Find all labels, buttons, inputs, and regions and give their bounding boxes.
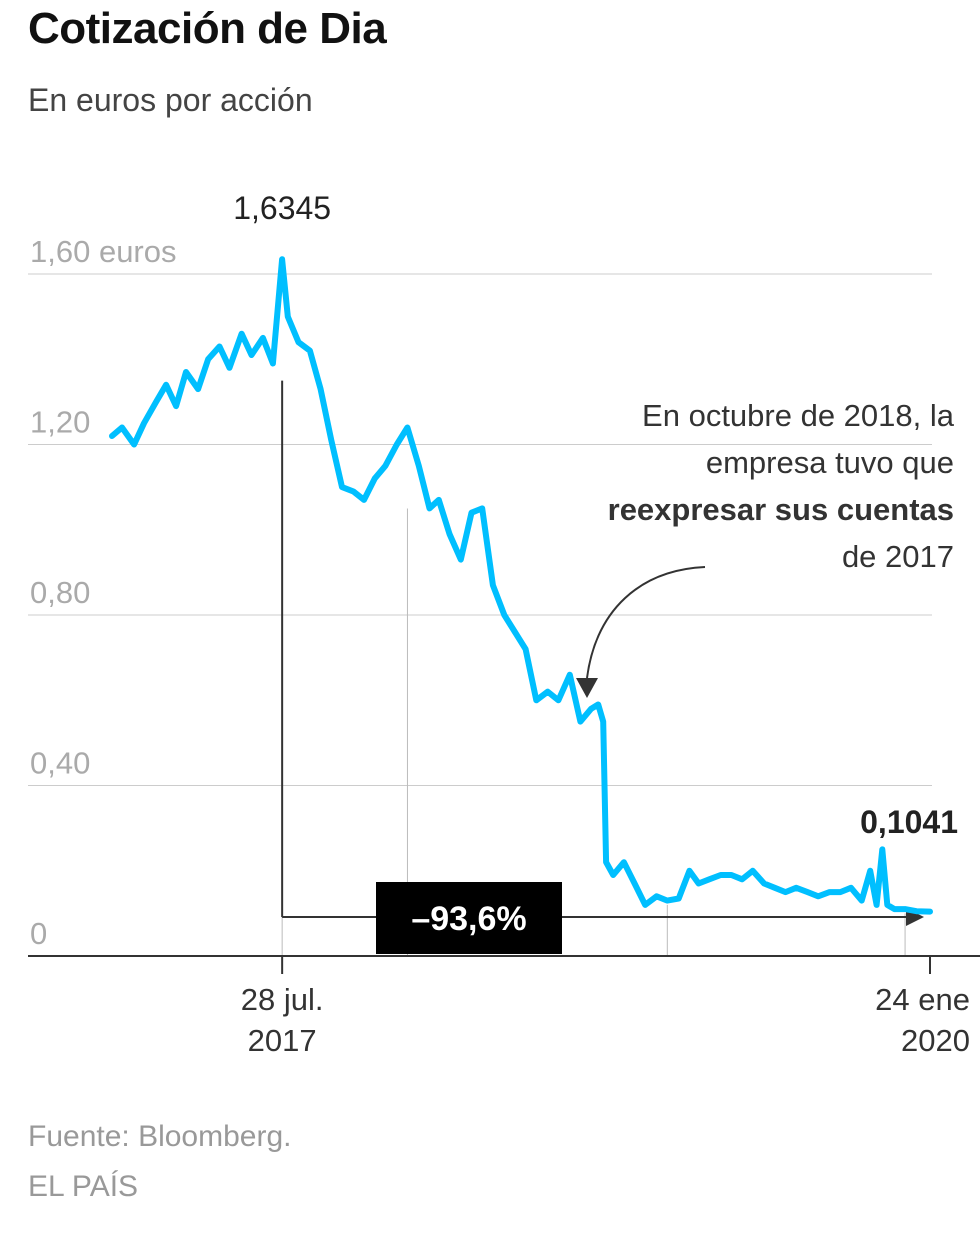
y-tick-label-0: 1,60 euros xyxy=(30,234,177,269)
source-note: Fuente: Bloomberg. xyxy=(28,1120,292,1153)
change-badge-label: –93,6% xyxy=(411,900,526,938)
annotation-tail: de 2017 xyxy=(841,539,954,574)
change-badge: –93,6% xyxy=(376,882,562,954)
chart-title: Cotización de Dia xyxy=(28,4,387,53)
y-tick-label-2: 0,80 xyxy=(30,575,90,610)
x-tick-label-1-line1: 24 ene xyxy=(875,982,970,1017)
change-badge-background xyxy=(376,882,562,954)
annotation-bold: reexpresar sus cuentas xyxy=(607,492,954,527)
x-tick-label-1-line2: 2020 xyxy=(901,1023,970,1058)
x-axis-labels: 28 jul. 2017 24 ene 2020 xyxy=(241,956,970,1058)
peak-value-label: 1,6345 xyxy=(233,190,331,226)
y-tick-label-1: 1,20 xyxy=(30,405,90,440)
price-line xyxy=(109,256,933,915)
x-tick-label-0-line2: 2017 xyxy=(248,1023,317,1058)
y-axis-labels: 1,60 euros 1,20 0,80 0,40 0 xyxy=(30,234,177,951)
callout-arrowhead xyxy=(576,678,598,698)
line-chart: 1,60 euros 1,20 0,80 0,40 0 28 jul. 2017 24 en… xyxy=(28,190,980,1058)
callout-arrow xyxy=(586,566,706,679)
chart-subtitle: En euros por acción xyxy=(28,82,313,118)
annotation-text: En octubre de 2018, la empresa tuvo que … xyxy=(594,392,954,580)
y-tick-label-4: 0 xyxy=(30,916,47,951)
gridlines xyxy=(28,273,932,786)
annotation-lead: En octubre de 2018, la empresa tuvo que xyxy=(642,398,954,480)
y-tick-label-3: 0,40 xyxy=(30,746,90,781)
last-value-label: 0,1041 xyxy=(860,804,958,840)
x-tick-label-0-line1: 28 jul. xyxy=(241,982,324,1017)
credit-note: EL PAÍS xyxy=(28,1170,139,1203)
